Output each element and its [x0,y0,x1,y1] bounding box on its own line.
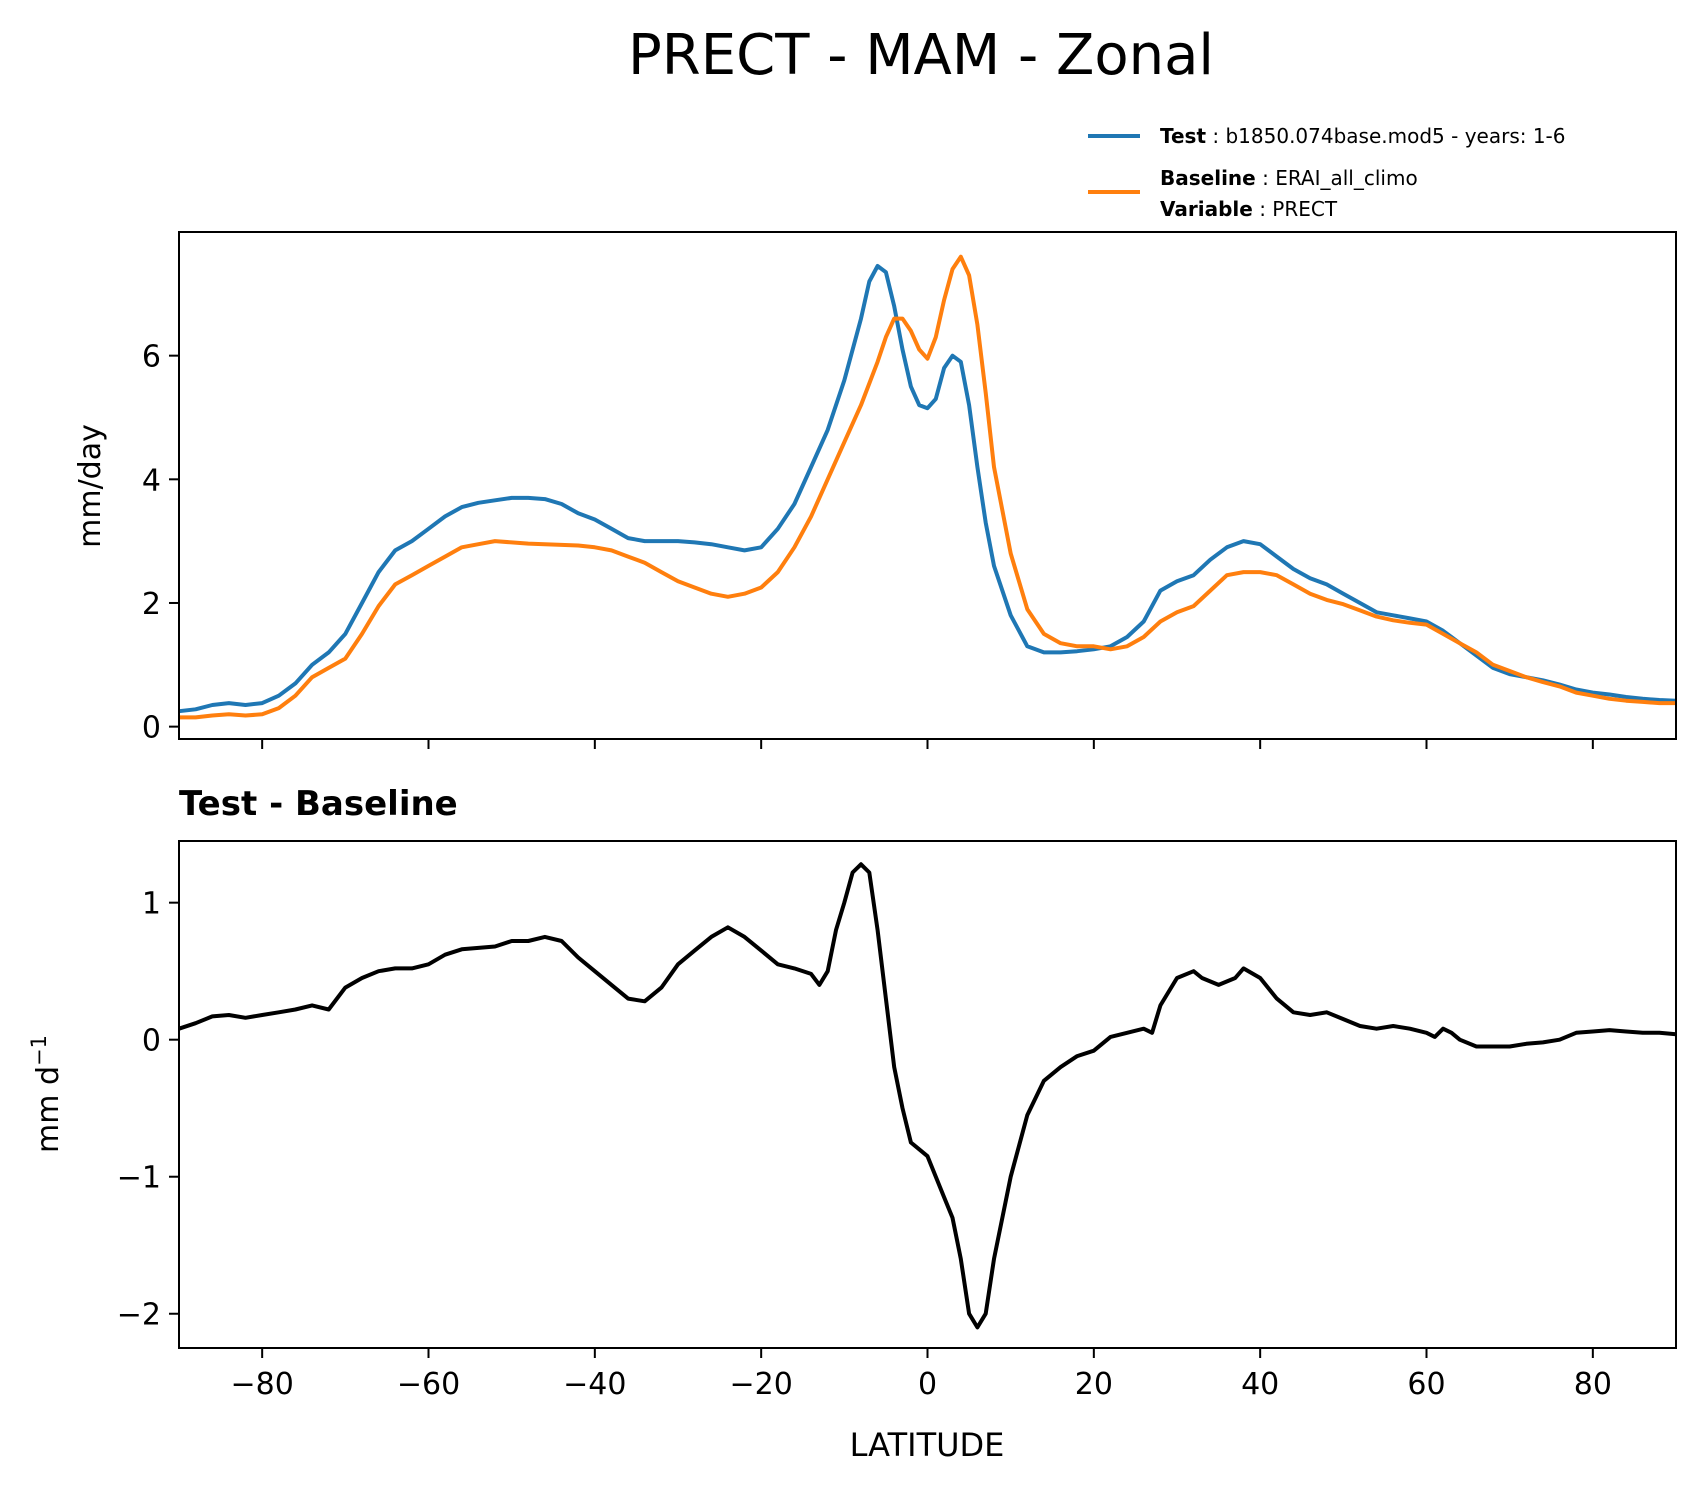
bottom-yticks: −2 −1 0 1 [117,887,179,1333]
svg-text:Test : b1850.074base.mod5 - ye: Test : b1850.074base.mod5 - years: 1-6 [1160,124,1566,148]
bottom-panel-frame [178,840,1677,1349]
legend-variable-value: PRECT [1272,197,1338,221]
top-panel-frame [178,231,1677,740]
bottom-ytick-label: −1 [117,1161,161,1196]
bottom-xtick-label: 40 [1241,1367,1279,1402]
top-y-axis-label: mm/day [73,424,108,548]
legend-baseline-value: ERAI_all_climo [1275,166,1418,190]
top-ytick-label: 0 [142,711,161,746]
top-series-line-baseline [179,254,1676,720]
bottom-ytick-label: 0 [142,1024,161,1059]
top-ytick-label: 4 [142,463,161,498]
bottom-xtick-label: −20 [730,1367,793,1402]
bottom-y-axis-label: mm d−1 [27,1035,66,1153]
svg-text:Baseline : ERAI_all_climo: Baseline : ERAI_all_climo [1160,166,1418,190]
svg-text:Variable : PRECT: Variable : PRECT [1160,197,1338,221]
top-yticks: 0 2 4 6 [142,340,179,746]
top-xticks [261,739,1594,749]
top-series-group [178,254,1677,720]
bottom-xtick-label: −80 [231,1367,294,1402]
bottom-ytick-label: 1 [142,887,161,922]
legend-baseline-label: Baseline [1160,166,1256,190]
bottom-xtick-label: 0 [918,1367,937,1402]
bottom-y-axis-label-base: mm d [31,1066,66,1153]
legend-test-label: Test [1160,124,1206,148]
top-ytick-label: 2 [142,587,161,622]
bottom-panel-title: Test - Baseline [179,784,458,824]
bottom-series-group [178,862,1677,1330]
bottom-y-axis-label-exponent: −1 [27,1035,51,1066]
legend-variable-label: Variable [1160,197,1253,221]
bottom-xtick-label: 20 [1075,1367,1113,1402]
figure-title: PRECT - MAM - Zonal [628,23,1214,88]
top-panel: 0 2 4 6 mm/day [73,231,1677,749]
bottom-xtick-label: 60 [1407,1367,1445,1402]
x-axis-label: LATITUDE [850,1426,1005,1464]
top-ytick-label: 6 [142,340,161,375]
bottom-xtick-label: 80 [1574,1367,1612,1402]
bottom-series-line-diff [178,862,1677,1330]
bottom-ytick-label: −2 [117,1298,161,1333]
bottom-xtick-label: −60 [397,1367,460,1402]
legend-test-value: b1850.074base.mod5 - years: 1-6 [1225,124,1565,148]
top-series-line-test [178,264,1677,714]
bottom-xtick-label: −40 [563,1367,626,1402]
legend: Test : b1850.074base.mod5 - years: 1-6 B… [1088,124,1566,221]
bottom-xticks: −80 −60 −40 −20 0 20 40 60 80 [231,1348,1612,1402]
bottom-panel: Test - Baseline −80 −60 −40 −20 0 20 40 60 80 −2… [27,784,1677,1464]
